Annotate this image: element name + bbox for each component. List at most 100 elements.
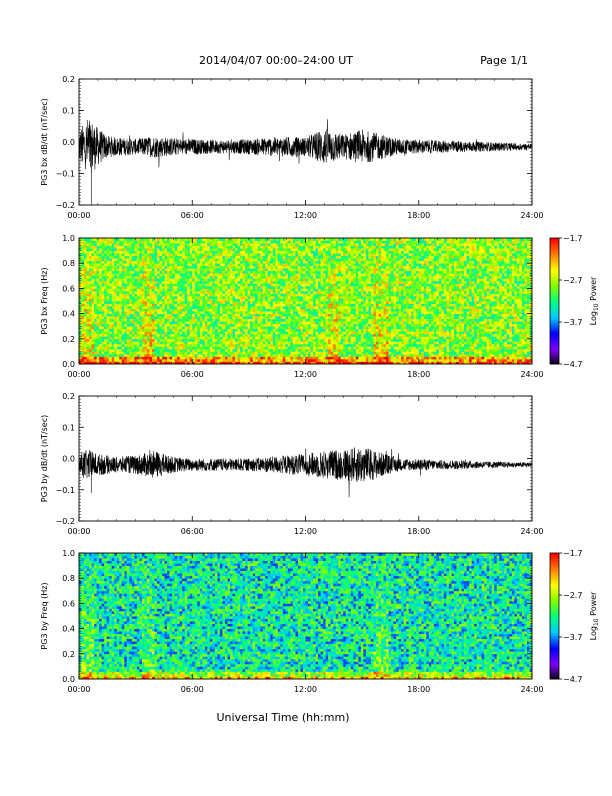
spectrogram-cell	[212, 298, 215, 301]
spectrogram-cell	[298, 356, 301, 359]
spectrogram-cell	[142, 246, 145, 249]
spectrogram-cell	[104, 351, 107, 354]
spectrogram-cell	[212, 286, 215, 289]
spectrogram-cell	[250, 253, 253, 256]
spectrogram-cell	[298, 306, 301, 309]
spectrogram-cell	[290, 278, 293, 281]
spectrogram-cell	[295, 286, 298, 289]
spectrogram-cell	[132, 243, 135, 246]
spectrogram-cell	[107, 309, 110, 312]
spectrogram-cell	[280, 346, 283, 349]
spectrogram-cell	[97, 324, 100, 327]
spectrogram-cell	[160, 356, 163, 359]
spectrogram-cell	[316, 283, 319, 286]
spectrogram-cell	[87, 281, 90, 284]
spectrogram-cell	[89, 346, 92, 349]
spectrogram-cell	[129, 256, 132, 259]
spectrogram-cell	[258, 278, 261, 281]
spectrogram-cell	[306, 306, 309, 309]
spectrogram-cell	[129, 268, 132, 271]
spectrogram-cell	[225, 263, 228, 266]
spectrogram-cell	[107, 286, 110, 289]
spectrogram-cell	[275, 278, 278, 281]
spectrogram-cell	[117, 273, 120, 276]
spectrogram-cell	[240, 359, 243, 362]
spectrogram-cell	[278, 276, 281, 279]
spectrogram-cell	[119, 243, 122, 246]
spectrogram-cell	[147, 268, 150, 271]
spectrogram-cell	[255, 354, 258, 357]
spectrogram-cell	[245, 329, 248, 332]
spectrogram-cell	[308, 309, 311, 312]
spectrogram-cell	[298, 263, 301, 266]
spectrogram-cell	[316, 266, 319, 269]
spectrogram-cell	[210, 339, 213, 342]
spectrogram-cell	[155, 291, 158, 294]
spectrogram-cell	[177, 306, 180, 309]
spectrogram-cell	[230, 339, 233, 342]
spectrogram-cell	[117, 339, 120, 342]
spectrogram-cell	[278, 344, 281, 347]
spectrogram-cell	[245, 344, 248, 347]
spectrogram-cell	[122, 263, 125, 266]
spectrogram-cell	[265, 356, 268, 359]
spectrogram-cell	[84, 281, 87, 284]
spectrogram-cell	[285, 339, 288, 342]
spectrogram-cell	[132, 356, 135, 359]
spectrogram-cell	[124, 256, 127, 259]
spectrogram-cell	[87, 256, 90, 259]
spectrogram-cell	[200, 258, 203, 261]
spectrogram-cell	[167, 314, 170, 317]
spectrogram-cell	[303, 319, 306, 322]
spectrogram-cell	[82, 278, 85, 281]
spectrogram-cell	[321, 314, 324, 317]
spectrogram-cell	[170, 301, 173, 304]
spectrogram-cell	[195, 256, 198, 259]
spectrogram-cell	[170, 344, 173, 347]
spectrogram-cell	[212, 243, 215, 246]
spectrogram-cell	[285, 304, 288, 307]
spectrogram-cell	[295, 278, 298, 281]
spectrogram-cell	[295, 293, 298, 296]
spectrogram-cell	[109, 271, 112, 274]
spectrogram-cell	[313, 341, 316, 344]
spectrogram-cell	[295, 346, 298, 349]
spectrogram-cell	[92, 324, 95, 327]
spectrogram-cell	[162, 276, 165, 279]
spectrogram-cell	[147, 324, 150, 327]
spectrogram-cell	[285, 271, 288, 274]
spectrogram-cell	[187, 344, 190, 347]
spectrogram-cell	[144, 251, 147, 254]
spectrogram-cell	[84, 331, 87, 334]
spectrogram-cell	[233, 283, 236, 286]
spectrogram-cell	[134, 253, 137, 256]
spectrogram-cell	[124, 356, 127, 359]
spectrogram-cell	[99, 293, 102, 296]
spectrogram-cell	[134, 273, 137, 276]
spectrogram-cell	[175, 336, 178, 339]
spectrogram-cell	[117, 351, 120, 354]
spectrogram-cell	[248, 346, 251, 349]
spectrogram-cell	[200, 253, 203, 256]
spectrogram-cell	[149, 301, 152, 304]
spectrogram-cell	[155, 281, 158, 284]
spectrogram-cell	[227, 253, 230, 256]
spectrogram-cell	[265, 288, 268, 291]
spectrogram-cell	[127, 336, 130, 339]
spectrogram-cell	[210, 356, 213, 359]
spectrogram-cell	[308, 341, 311, 344]
spectrogram-cell	[263, 311, 266, 314]
spectrogram-cell	[132, 326, 135, 329]
spectrogram-cell	[321, 298, 324, 301]
spectrogram-cell	[129, 356, 132, 359]
spectrogram-cell	[235, 266, 238, 269]
spectrogram-cell	[318, 301, 321, 304]
spectrogram-cell	[160, 246, 163, 249]
spectrogram-cell	[167, 248, 170, 251]
spectrogram-cell	[109, 354, 112, 357]
spectrogram-cell	[253, 261, 256, 264]
spectrogram-cell	[147, 336, 150, 339]
spectrogram-cell	[192, 301, 195, 304]
spectrogram-cell	[243, 334, 246, 337]
spectrogram-cell	[157, 339, 160, 342]
